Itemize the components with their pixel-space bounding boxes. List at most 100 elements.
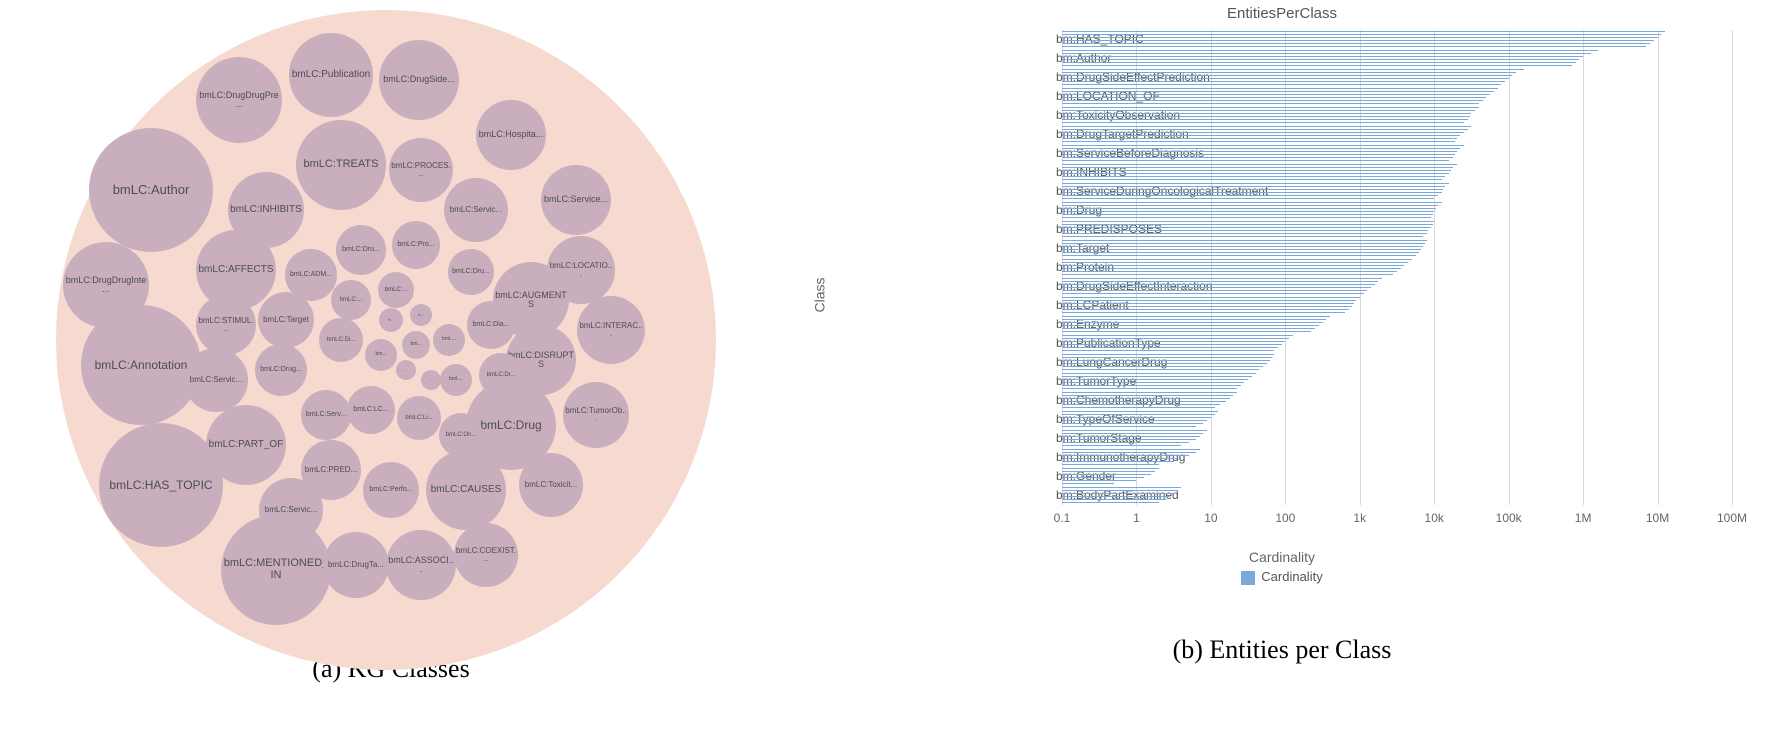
bar-stripe <box>1062 312 1345 313</box>
bubble: bmLC:Service... <box>541 165 611 235</box>
bar-stripe <box>1062 65 1572 66</box>
bar-stripe <box>1062 452 1196 453</box>
bar-stripe <box>1062 81 1505 82</box>
bubble: bmLC:On... <box>439 413 483 457</box>
bar-stripe <box>1062 338 1289 339</box>
bar-stripe <box>1062 455 1189 456</box>
bar-group <box>1062 259 1412 275</box>
bar-group <box>1062 335 1293 351</box>
bar-stripe <box>1062 436 1200 437</box>
bubble: bmLC:Hospita... <box>476 100 546 170</box>
bar-stripe <box>1062 445 1181 446</box>
bubble: bmLC:PRED... <box>301 440 361 500</box>
bar-group <box>1062 202 1442 218</box>
gridline <box>1583 30 1584 505</box>
bar-stripe <box>1062 309 1349 310</box>
bar-stripe <box>1062 145 1464 146</box>
bar-stripe <box>1062 198 1434 199</box>
bar-stripe <box>1062 230 1428 231</box>
bar-stripe <box>1062 227 1431 228</box>
bubble: bmLC:LC... <box>347 386 395 434</box>
bubble: bmLC:Dru... <box>448 249 494 295</box>
bar-stripe <box>1062 385 1241 386</box>
bar-stripe <box>1062 376 1252 377</box>
bar-stripe <box>1062 392 1237 393</box>
bar-group <box>1062 449 1200 465</box>
panel-b-caption: (b) Entities per Class <box>1173 635 1392 665</box>
bar-stripe <box>1062 94 1490 95</box>
bar-stripe <box>1062 183 1449 184</box>
x-tick-label: 10M <box>1646 511 1669 525</box>
bar-stripe <box>1062 259 1412 260</box>
bar-group <box>1062 31 1665 47</box>
bar-stripe <box>1062 110 1475 111</box>
bar-stripe <box>1062 449 1200 450</box>
bar-stripe <box>1062 103 1479 104</box>
bar-stripe <box>1062 233 1427 234</box>
bar-stripe <box>1062 84 1501 85</box>
bar-stripe <box>1062 164 1457 165</box>
bar-group <box>1062 373 1256 389</box>
bar-group <box>1062 50 1598 66</box>
bar-stripe <box>1062 69 1524 70</box>
bar-stripe <box>1062 316 1330 317</box>
bar-group <box>1062 145 1464 161</box>
bubble: bmLC:Dia... <box>467 301 515 349</box>
bar-stripe <box>1062 252 1419 253</box>
bubble: bmLC:DrugTa... <box>323 532 389 598</box>
figure-container: bmLC:AuthorbmLC:AnnotationbmLC:HAS_TOPIC… <box>0 0 1782 733</box>
x-tick-label: 0.1 <box>1054 511 1071 525</box>
bar-stripe <box>1062 319 1326 320</box>
bar-stripe <box>1062 433 1203 434</box>
bar-stripe <box>1062 461 1174 462</box>
bar-group <box>1062 430 1207 446</box>
bar-stripe <box>1062 186 1445 187</box>
bubble: bmLC:Serv... <box>301 390 351 440</box>
bar-stripe <box>1062 107 1479 108</box>
bubble: bmLC:Servic... <box>444 178 508 242</box>
bar-stripe <box>1062 458 1181 459</box>
bar-stripe <box>1062 122 1464 123</box>
panel-a: bmLC:AuthorbmLC:AnnotationbmLC:HAS_TOPIC… <box>0 0 782 733</box>
bar-stripe <box>1062 167 1453 168</box>
bar-stripe <box>1062 480 1136 481</box>
bar-stripe <box>1062 62 1576 63</box>
bubble: bmLC:... <box>378 272 414 308</box>
bubble: bmLC:Pro... <box>392 221 440 269</box>
bar-stripe <box>1062 255 1416 256</box>
x-tick-label: 1 <box>1133 511 1140 525</box>
bubble: bmLC:DrugSide... <box>379 40 459 120</box>
bar-stripe <box>1062 274 1393 275</box>
bar-stripe <box>1062 31 1665 32</box>
x-axis-label: Cardinality <box>812 549 1752 565</box>
bar-stripe <box>1062 249 1421 250</box>
bar-stripe <box>1062 262 1408 263</box>
bubble: bmLC:Dru... <box>336 225 386 275</box>
bar-stripe <box>1062 322 1323 323</box>
bar-group <box>1062 316 1330 332</box>
bar-stripe <box>1062 499 1166 500</box>
bubble: bmL... <box>440 364 472 396</box>
bar-stripe <box>1062 357 1272 358</box>
bubble: bmLC:Di... <box>319 318 363 362</box>
bar-stripe <box>1062 335 1293 336</box>
bubble: bmLC:HAS_TOPIC <box>99 423 223 547</box>
bar-stripe <box>1062 487 1181 488</box>
bar-stripe <box>1062 195 1438 196</box>
bar-stripe <box>1062 179 1442 180</box>
bar-stripe <box>1062 170 1451 171</box>
bar-stripe <box>1062 141 1455 142</box>
bar-group <box>1062 487 1181 503</box>
bubble: bmLC:CAUSES <box>426 450 506 530</box>
bar-stripe <box>1062 325 1319 326</box>
bar-stripe <box>1062 46 1646 47</box>
bar-group <box>1062 468 1159 484</box>
bar-stripe <box>1062 202 1442 203</box>
legend-label: Cardinality <box>1261 569 1322 584</box>
panel-b: EntitiesPerClass Class 0.11101001k10k100… <box>782 0 1782 733</box>
bubble: bmLC:Perfo... <box>363 462 419 518</box>
bubble: bmLC:Toxicit... <box>519 453 583 517</box>
bubble: bmLC:TumorOb... <box>563 382 629 448</box>
bar-stripe <box>1062 474 1151 475</box>
bar-stripe <box>1062 160 1449 161</box>
